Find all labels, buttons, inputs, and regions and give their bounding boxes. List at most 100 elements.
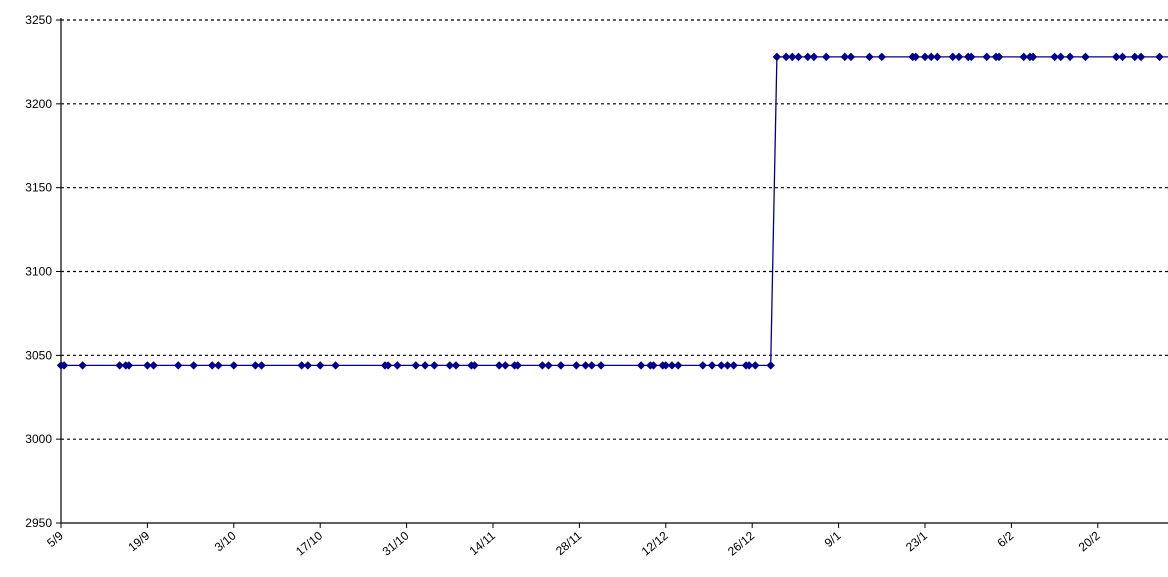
data-point-marker xyxy=(331,361,340,370)
data-point-marker xyxy=(587,361,596,370)
data-point-marker xyxy=(658,361,667,370)
data-point-marker xyxy=(149,361,158,370)
x-tick-label: 17/10 xyxy=(293,528,325,558)
y-axis-ticks: 2950 3000 3050 3100 3150 3200 3250 xyxy=(25,13,61,530)
data-point-marker xyxy=(494,361,504,370)
data-point-marker xyxy=(840,52,849,62)
x-tick-label: 9/1 xyxy=(822,528,844,550)
y-tick-label: 3150 xyxy=(25,181,52,195)
data-point-marker xyxy=(933,52,942,62)
x-tick-label: 31/10 xyxy=(380,528,412,558)
series-line xyxy=(61,56,1168,367)
data-point-marker xyxy=(189,361,198,370)
data-point-marker xyxy=(1155,52,1164,62)
y-tick-label: 3000 xyxy=(25,432,52,446)
x-tick-label: 20/2 xyxy=(1076,528,1103,554)
data-point-marker xyxy=(729,361,738,370)
data-point-marker xyxy=(846,52,856,62)
data-point-marker xyxy=(544,361,553,370)
data-point-marker xyxy=(383,361,393,370)
data-point-marker xyxy=(967,52,976,62)
x-tick-label: 12/12 xyxy=(639,528,671,558)
data-point-marker xyxy=(865,52,874,62)
data-point-marker xyxy=(297,361,306,370)
x-tick-label: 23/1 xyxy=(903,528,930,554)
data-point-marker xyxy=(572,361,581,370)
data-point-marker xyxy=(581,361,590,370)
x-tick-label: 26/12 xyxy=(725,528,757,558)
data-point-marker xyxy=(744,361,754,370)
data-point-marker xyxy=(667,361,677,370)
data-point-marker xyxy=(809,52,819,62)
data-point-marker xyxy=(926,52,936,62)
data-point-marker xyxy=(538,361,547,370)
data-point-marker xyxy=(781,52,791,62)
data-point-marker xyxy=(1136,52,1146,62)
data-point-marker xyxy=(1118,52,1127,62)
data-point-marker xyxy=(1130,52,1140,62)
y-tick-label: 3050 xyxy=(25,348,52,362)
x-tick-label: 14/11 xyxy=(467,528,499,558)
data-point-marker xyxy=(707,361,717,370)
axes xyxy=(60,18,1168,524)
data-point-marker xyxy=(1056,52,1065,62)
y-tick-label: 2950 xyxy=(25,516,52,530)
data-point-marker xyxy=(1028,52,1038,62)
x-tick-label: 28/11 xyxy=(553,528,585,558)
data-point-marker xyxy=(445,361,454,370)
data-point-marker xyxy=(174,361,183,370)
data-point-marker xyxy=(596,361,606,370)
data-point-marker xyxy=(59,361,69,370)
data-point-marker xyxy=(822,52,831,62)
data-point-marker xyxy=(994,52,1004,62)
data-point-marker xyxy=(698,361,708,370)
data-point-marker xyxy=(766,361,775,370)
data-point-marker xyxy=(556,361,566,370)
data-point-marker xyxy=(501,361,510,370)
data-point-marker xyxy=(877,52,886,62)
data-point-marker xyxy=(430,361,439,370)
data-point-marker xyxy=(920,52,930,62)
data-point-marker xyxy=(78,361,87,370)
y-tick-label: 3100 xyxy=(25,265,52,279)
data-point-marker xyxy=(717,361,726,370)
data-point-marker xyxy=(1065,52,1075,62)
data-point-marker xyxy=(513,361,522,370)
data-point-marker xyxy=(451,361,461,370)
data-point-marker xyxy=(1019,52,1028,62)
x-tick-label: 3/10 xyxy=(212,528,239,554)
data-point-marker xyxy=(143,361,152,370)
y-tick-label: 3250 xyxy=(25,13,52,27)
data-point-marker xyxy=(1050,52,1059,62)
x-tick-label: 5/9 xyxy=(44,528,66,550)
data-point-marker xyxy=(911,52,920,62)
data-point-marker xyxy=(751,361,760,370)
data-point-marker xyxy=(788,52,797,62)
data-point-marker xyxy=(411,361,421,370)
data-point-marker xyxy=(1081,52,1090,62)
data-point-marker xyxy=(1112,52,1121,62)
data-point-marker xyxy=(316,361,325,370)
x-tick-label: 6/2 xyxy=(995,528,1017,550)
data-point-marker xyxy=(251,361,260,370)
data-point-marker xyxy=(229,361,238,370)
data-point-marker xyxy=(420,361,430,370)
data-point-marker xyxy=(124,361,134,370)
data-point-marker xyxy=(673,361,683,370)
data-point-marker xyxy=(214,361,223,370)
data-point-marker xyxy=(636,361,646,370)
data-point-marker xyxy=(470,361,479,370)
data-point-marker xyxy=(649,361,658,370)
x-tick-label: 19/9 xyxy=(125,528,152,554)
data-point-marker xyxy=(982,52,991,62)
data-point-marker xyxy=(948,52,957,62)
gridlines xyxy=(61,19,1168,440)
data-point-marker xyxy=(794,52,803,62)
data-point-marker xyxy=(954,52,964,62)
data-point-marker xyxy=(393,361,402,370)
y-tick-label: 3200 xyxy=(25,97,52,111)
series xyxy=(56,52,1168,370)
x-axis-ticks: 5/9 19/9 3/10 17/10 31/10 14/11 28/11 12/12 26/1… xyxy=(44,523,1168,559)
